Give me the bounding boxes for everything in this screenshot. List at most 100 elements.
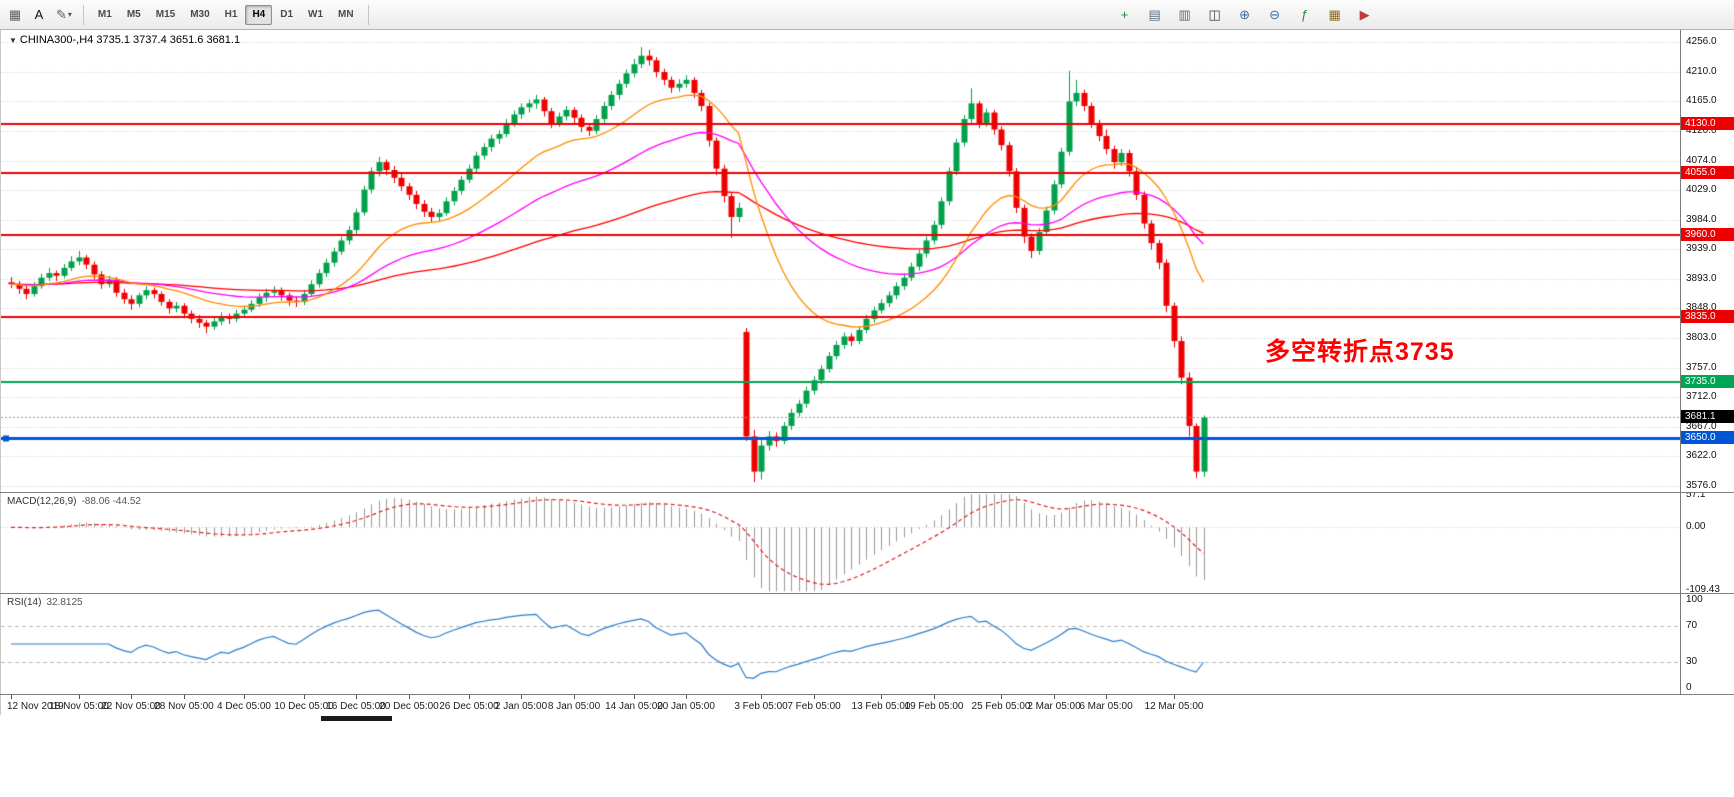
- date-tick: [304, 695, 305, 699]
- macd-tick-label: 57.1: [1686, 493, 1706, 500]
- date-label: 2 Mar 05:00: [1027, 701, 1081, 712]
- date-label: 12 Nov 2019: [7, 701, 64, 712]
- toolbar-left-group: ▦ A ✎ ▾: [4, 4, 76, 26]
- bar-chart-icon[interactable]: ▥: [1178, 6, 1191, 22]
- price-axis-label: 3576.0: [1686, 480, 1717, 491]
- date-tick: [574, 695, 575, 699]
- dropdown-caret-icon: ▾: [67, 10, 72, 19]
- date-tick: [934, 695, 935, 699]
- date-tick: [131, 695, 132, 699]
- price-axis-label: 4029.0: [1686, 184, 1717, 195]
- text-annotation-button[interactable]: A: [34, 7, 44, 22]
- price-axis-label: 3848.0: [1686, 302, 1717, 313]
- price-tag-3835.0: 3835.0: [1681, 310, 1734, 323]
- rsi-title: RSI(14): [7, 597, 42, 608]
- date-label: 2 Jan 05:00: [494, 701, 548, 712]
- macd-tick-label: 0.00: [1686, 521, 1706, 532]
- timeframe-group: M1 M5 M15 M30 H1 H4 D1 W1 MN: [91, 4, 361, 25]
- new-order-icon[interactable]: +: [1120, 7, 1129, 22]
- price-tag-3735.0: 3735.0: [1681, 375, 1734, 388]
- date-tick: [814, 695, 815, 699]
- timeframe-w1[interactable]: W1: [308, 9, 324, 20]
- panel-separator[interactable]: [0, 492, 1734, 493]
- price-axis[interactable]: 4256.0 4210.0 4165.0 4120.0 4074.0 4029.0 3984…: [1680, 30, 1734, 492]
- date-tick: [11, 695, 12, 699]
- candles-view-icon[interactable]: ◫: [1208, 6, 1221, 22]
- main-chart-canvas[interactable]: [1, 30, 1681, 492]
- panel-separator[interactable]: [0, 694, 1734, 695]
- date-tick: [469, 695, 470, 699]
- timeframe-mn[interactable]: MN: [338, 9, 354, 20]
- date-tick: [761, 695, 762, 699]
- price-axis-label: 4210.0: [1686, 66, 1717, 77]
- date-tick: [1001, 695, 1002, 699]
- toolbar-separator: [367, 4, 369, 25]
- date-label: 20 Jan 05:00: [657, 701, 715, 712]
- timeframe-m30[interactable]: M30: [190, 9, 210, 20]
- price-tag-4055.0: 4055.0: [1681, 166, 1734, 179]
- macd-label: MACD(12,26,9) -88.06 -44.52: [7, 496, 141, 507]
- date-label: 20 Dec 05:00: [379, 701, 439, 712]
- autotrading-icon[interactable]: ▶: [1359, 6, 1370, 22]
- panel-separator[interactable]: [0, 593, 1734, 594]
- macd-axis: 57.1 0.00 -109.43: [1680, 493, 1734, 593]
- date-tick: [881, 695, 882, 699]
- chart-expand-icon[interactable]: ▼: [9, 36, 17, 45]
- timeframe-d1[interactable]: D1: [280, 9, 294, 20]
- timeframe-h1[interactable]: H1: [224, 9, 238, 20]
- time-axis[interactable]: 12 Nov 2019 18 Nov 05:00 22 Nov 05:00 28 No…: [0, 695, 1734, 715]
- date-label: 8 Jan 05:00: [547, 701, 601, 712]
- price-axis-label: 3984.0: [1686, 214, 1717, 225]
- rsi-axis: 100 70 30 0: [1680, 594, 1734, 694]
- date-label: 19 Feb 05:00: [904, 701, 964, 712]
- symbol-ohlc-label: ▼ CHINA300-,H4 3735.1 3737.4 3651.6 3681.…: [9, 34, 240, 46]
- timeframe-h4[interactable]: H4: [245, 4, 273, 25]
- date-label: 13 Feb 05:00: [851, 701, 911, 712]
- timeframe-m15[interactable]: M15: [155, 9, 176, 20]
- price-axis-label: 3893.0: [1686, 273, 1717, 284]
- date-label: 25 Feb 05:00: [971, 701, 1031, 712]
- zoom-out-icon[interactable]: ⊖: [1269, 6, 1281, 22]
- bottom-strip: [0, 715, 1734, 797]
- date-label: 12 Mar 05:00: [1144, 701, 1204, 712]
- chart-window-icon[interactable]: ▤: [1148, 6, 1161, 22]
- date-tick: [634, 695, 635, 699]
- price-tag-4130.0: 4130.0: [1681, 117, 1734, 130]
- indicators-icon[interactable]: ƒ: [1300, 7, 1309, 22]
- toolbar-right-group: + ▤ ▥ ◫ ⊕ ⊖ ƒ ▦ ▶: [1114, 4, 1376, 26]
- price-axis-label: 4120.0: [1686, 125, 1717, 136]
- price-axis-label: 3757.0: [1686, 362, 1717, 373]
- price-axis-label: 3939.0: [1686, 243, 1717, 254]
- price-axis-label: 4165.0: [1686, 95, 1717, 106]
- date-tick: [521, 695, 522, 699]
- macd-tick-label: -109.43: [1686, 584, 1720, 593]
- rsi-tick-label: 30: [1686, 656, 1698, 667]
- date-label: 6 Mar 05:00: [1079, 701, 1133, 712]
- macd-canvas[interactable]: [1, 493, 1681, 593]
- date-label: 7 Feb 05:00: [787, 701, 841, 712]
- rsi-tick-label: 100: [1686, 594, 1703, 605]
- taskbar-artifact: [321, 716, 392, 721]
- macd-panel: 57.1 0.00 -109.43 MACD(12,26,9) -88.06 -44.…: [0, 493, 1734, 593]
- macd-values: -88.06 -44.52: [81, 496, 141, 507]
- date-tick: [1106, 695, 1107, 699]
- rsi-canvas[interactable]: [1, 594, 1681, 694]
- chart-grid-icon[interactable]: ▦: [8, 6, 22, 22]
- date-label: 26 Dec 05:00: [439, 701, 499, 712]
- price-axis-label: 3622.0: [1686, 450, 1717, 461]
- price-axis-label: 4074.0: [1686, 155, 1717, 166]
- date-label: 10 Dec 05:00: [274, 701, 334, 712]
- timeframe-m1[interactable]: M1: [97, 9, 112, 20]
- timeframe-m5[interactable]: M5: [126, 9, 141, 20]
- annotation-text-object[interactable]: 多空转折点3735: [1265, 338, 1455, 366]
- date-tick: [1054, 695, 1055, 699]
- symbol-ohlc-text: CHINA300-,H4 3735.1 3737.4 3651.6 3681.1: [19, 34, 241, 46]
- crayon-color-button[interactable]: ✎ ▾: [56, 6, 72, 22]
- price-axis-label: 3803.0: [1686, 332, 1717, 343]
- date-label: 4 Dec 05:00: [217, 701, 271, 712]
- templates-icon[interactable]: ▦: [1328, 6, 1341, 22]
- bid-price-tag: 3681.1: [1681, 410, 1734, 423]
- date-tick: [356, 695, 357, 699]
- zoom-in-icon[interactable]: ⊕: [1239, 6, 1251, 22]
- date-tick: [686, 695, 687, 699]
